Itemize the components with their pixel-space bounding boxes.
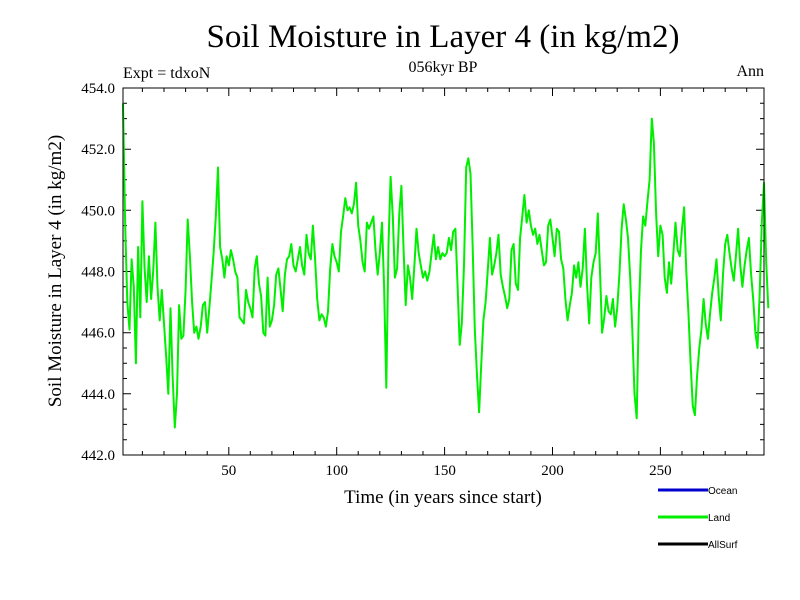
y-axis-label: Soil Moisture in Layer 4 (in kg/m2) bbox=[45, 135, 66, 407]
chart-subtitle: 056kyr BP bbox=[409, 59, 478, 76]
y-tick-label: 454.0 bbox=[81, 81, 115, 97]
experiment-label: Expt = tdxoN bbox=[123, 65, 211, 82]
x-tick-label: 50 bbox=[221, 463, 236, 479]
legend: Ocean Land AllSurf bbox=[658, 486, 738, 551]
x-tick-label: 150 bbox=[433, 463, 456, 479]
legend-label-allsurf: AllSurf bbox=[708, 540, 738, 551]
x-tick-labels: 50 100 150 200 250 bbox=[221, 463, 671, 479]
y-tick-label: 452.0 bbox=[81, 142, 115, 158]
x-tick-label: 250 bbox=[649, 463, 672, 479]
y-tick-label: 450.0 bbox=[81, 203, 115, 219]
x-axis-label: Time (in years since start) bbox=[344, 487, 542, 508]
legend-label-land: Land bbox=[708, 513, 730, 524]
y-tick-label: 444.0 bbox=[81, 387, 115, 403]
y-tick-label: 448.0 bbox=[81, 265, 115, 281]
x-tick-label: 200 bbox=[541, 463, 564, 479]
x-tick-label: 100 bbox=[325, 463, 348, 479]
chart-title: Soil Moisture in Layer 4 (in kg/m2) bbox=[207, 19, 680, 55]
legend-label-ocean: Ocean bbox=[708, 486, 737, 497]
y-tick-labels: 442.0 444.0 446.0 448.0 450.0 452.0 454.0 bbox=[81, 81, 115, 464]
y-tick-label: 442.0 bbox=[81, 448, 115, 464]
season-label: Ann bbox=[736, 63, 764, 80]
y-tick-label: 446.0 bbox=[81, 326, 115, 342]
series-line-land bbox=[122, 103, 770, 429]
plot-frame bbox=[122, 87, 765, 456]
